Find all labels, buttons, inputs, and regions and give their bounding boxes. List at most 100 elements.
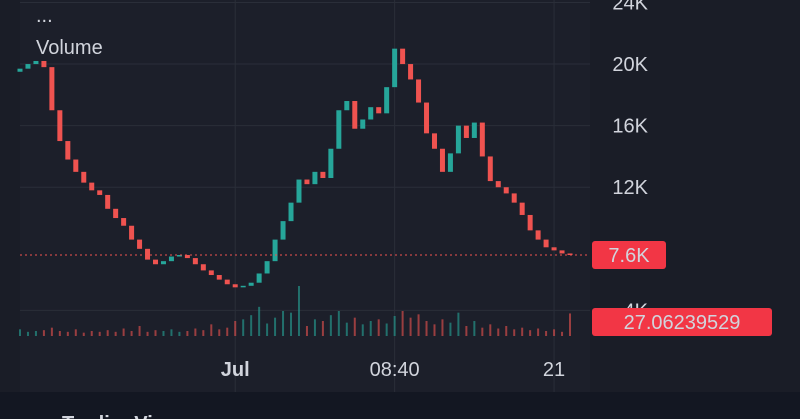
volume-bar bbox=[154, 330, 157, 336]
watermark: TradingView bbox=[62, 413, 180, 419]
candle bbox=[81, 171, 87, 183]
volume-bar bbox=[34, 331, 37, 336]
candle bbox=[208, 270, 214, 276]
volume-bar bbox=[313, 319, 316, 336]
candle bbox=[567, 253, 573, 255]
volume-bar bbox=[162, 331, 165, 336]
volume-bar bbox=[441, 319, 444, 336]
candle bbox=[360, 119, 366, 129]
volume-bar bbox=[202, 330, 205, 336]
volume-bar bbox=[194, 328, 197, 336]
candle bbox=[33, 60, 39, 65]
candle bbox=[551, 247, 557, 251]
candle bbox=[184, 255, 190, 259]
candle bbox=[431, 133, 437, 149]
volume-bar bbox=[266, 323, 269, 336]
volume-bar bbox=[234, 321, 237, 336]
candle bbox=[256, 273, 262, 283]
volume-bar bbox=[457, 312, 460, 336]
volume-bar bbox=[66, 331, 69, 336]
candle bbox=[320, 171, 326, 179]
volume-bar bbox=[425, 321, 428, 336]
volume-bar bbox=[218, 329, 221, 336]
y-tick-label: 24K bbox=[612, 0, 648, 14]
volume-tag-label: 27.06239529 bbox=[624, 312, 741, 334]
volume-bar bbox=[258, 306, 261, 336]
candle bbox=[535, 230, 541, 240]
volume-bar bbox=[353, 317, 356, 336]
volume-bar bbox=[369, 321, 372, 336]
candle bbox=[400, 48, 406, 65]
y-tick-label: 16K bbox=[612, 116, 648, 138]
candle bbox=[384, 87, 390, 114]
candle bbox=[65, 141, 71, 160]
candle bbox=[487, 156, 493, 182]
candle bbox=[503, 187, 509, 194]
candle bbox=[288, 202, 294, 222]
candle bbox=[455, 125, 461, 154]
volume-bar bbox=[170, 329, 173, 336]
volume-bar bbox=[345, 322, 348, 336]
candle bbox=[145, 248, 151, 260]
volume-bar bbox=[50, 327, 53, 336]
volume-bar bbox=[465, 326, 468, 336]
volume-bar bbox=[489, 324, 492, 336]
candle bbox=[240, 285, 246, 288]
candle bbox=[232, 284, 238, 288]
candle bbox=[49, 67, 55, 111]
volume-bar bbox=[297, 286, 300, 336]
candle bbox=[392, 48, 398, 88]
candle bbox=[105, 194, 111, 209]
candle bbox=[463, 125, 469, 138]
volume-bar bbox=[138, 326, 141, 336]
volume-bar bbox=[130, 331, 133, 336]
volume-bar bbox=[226, 327, 229, 336]
candle bbox=[248, 282, 254, 286]
price-tag-label: 7.6K bbox=[608, 245, 650, 267]
volume-bar bbox=[26, 331, 29, 336]
volume-bar bbox=[42, 330, 45, 336]
volume-bar bbox=[537, 328, 540, 336]
candle bbox=[57, 110, 63, 142]
volume-bar bbox=[529, 330, 532, 336]
volume-bar bbox=[305, 326, 308, 336]
candle bbox=[153, 259, 159, 265]
candle bbox=[328, 148, 334, 179]
y-tick-label: 12K bbox=[612, 177, 648, 199]
candle bbox=[408, 64, 414, 80]
volume-bar bbox=[74, 329, 77, 336]
volume-bar bbox=[497, 328, 500, 336]
volume-tag bbox=[592, 308, 772, 336]
x-tick-label: Jul bbox=[221, 359, 250, 381]
candle bbox=[216, 275, 222, 280]
x-tick-label: 21 bbox=[543, 359, 565, 381]
price-tag bbox=[592, 241, 666, 269]
volume-bar bbox=[545, 331, 548, 336]
candle bbox=[272, 239, 278, 262]
candle bbox=[113, 208, 119, 219]
volume-bar bbox=[282, 311, 285, 336]
candle bbox=[543, 239, 549, 248]
volume-bar bbox=[433, 324, 436, 336]
candle bbox=[424, 102, 430, 134]
volume-bar bbox=[242, 319, 245, 336]
candle bbox=[439, 148, 445, 172]
volume-bar bbox=[409, 317, 412, 336]
y-tick-label: 20K bbox=[612, 54, 648, 76]
candle bbox=[121, 218, 127, 226]
candle bbox=[511, 193, 517, 203]
candle bbox=[73, 159, 79, 172]
candle bbox=[17, 68, 23, 72]
volume-bar bbox=[393, 316, 396, 336]
volume-bar bbox=[561, 331, 564, 336]
candle bbox=[137, 239, 143, 249]
candle bbox=[495, 181, 501, 188]
candle bbox=[89, 182, 95, 191]
candle bbox=[176, 255, 182, 257]
candle bbox=[519, 202, 525, 215]
volume-bar bbox=[385, 323, 388, 336]
volume-bar bbox=[114, 331, 117, 336]
candle bbox=[447, 153, 453, 172]
